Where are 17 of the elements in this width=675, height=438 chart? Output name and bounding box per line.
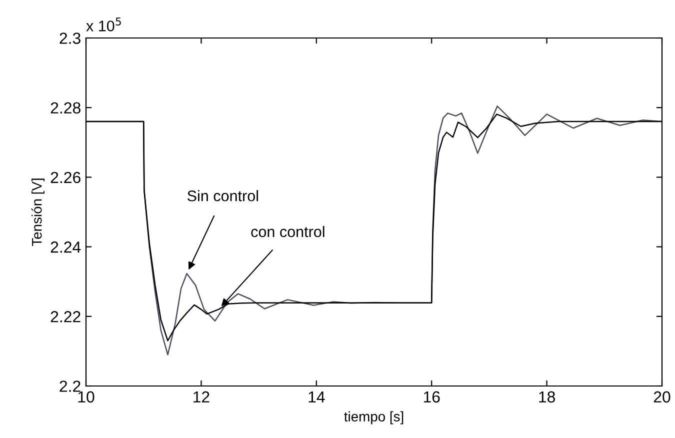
y-tick-label: 2.2 xyxy=(60,380,80,392)
text: x 10$^{5}$ xyxy=(86,18,121,32)
x-tick-label: 20 xyxy=(654,391,670,403)
y-tick-label: 2.28 xyxy=(50,102,80,114)
x-tick-label: 10 xyxy=(78,391,94,403)
x-tick-label: 18 xyxy=(539,391,555,403)
y-axis-title: Tensión [V] xyxy=(31,178,44,246)
x-tick-label: 12 xyxy=(194,391,210,402)
y-tick-label: 2.26 xyxy=(50,172,80,184)
x-axis-title: tiempo [s] xyxy=(344,411,404,424)
annotation: con control xyxy=(251,226,324,238)
x-tick-label: 16 xyxy=(424,391,440,403)
y-tick-label: 2.3 xyxy=(60,32,80,44)
annotation: Sin control xyxy=(188,190,258,202)
x-tick-label: 14 xyxy=(308,391,325,402)
y-tick-label: 2.24 xyxy=(50,241,81,253)
y-tick-label: 2.22 xyxy=(50,311,80,322)
